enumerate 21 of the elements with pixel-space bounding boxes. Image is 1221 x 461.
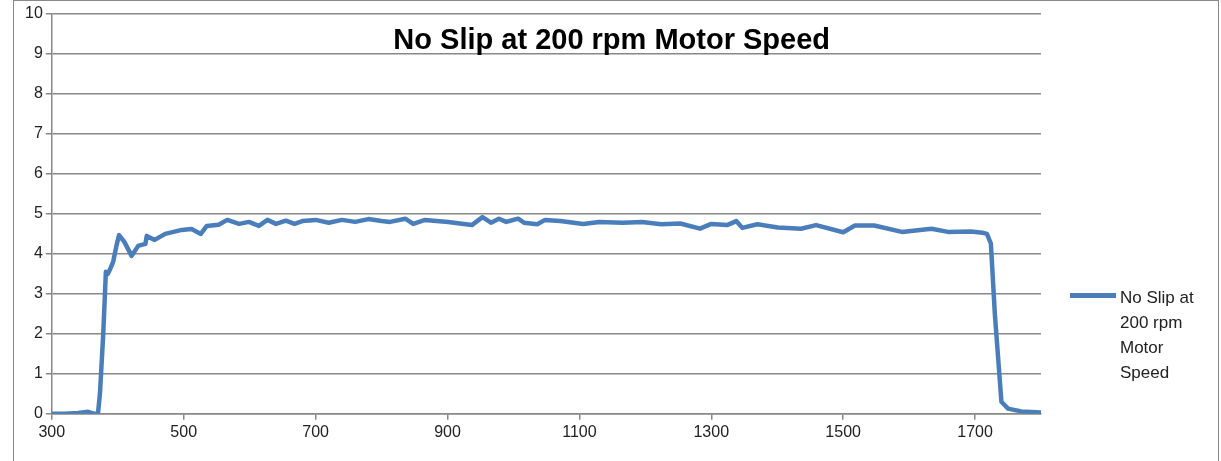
- y-tick-label: 7: [33, 124, 43, 142]
- x-tick-label: 1500: [825, 422, 862, 440]
- y-tick-label: 0: [33, 404, 43, 422]
- y-tick-label: 1: [33, 364, 43, 382]
- y-tick-label: 2: [33, 324, 43, 342]
- chart-title: No Slip at 200 rpm Motor Speed: [393, 23, 831, 55]
- y-tick-label: 10: [25, 4, 43, 22]
- x-tick-label: 700: [302, 422, 330, 440]
- x-tick-label: 1300: [693, 422, 730, 440]
- x-tick-label: 300: [38, 422, 66, 440]
- y-tick-label: 8: [33, 84, 43, 102]
- y-tick-label: 4: [33, 244, 43, 262]
- y-tick-label: 6: [33, 164, 43, 182]
- x-tick-label: 500: [170, 422, 198, 440]
- x-tick-label: 900: [434, 422, 461, 440]
- y-tick-label: 3: [33, 284, 43, 302]
- x-tick-label: 1100: [562, 422, 597, 440]
- legend-label: No Slip at 200 rpm Motor Speed: [1120, 287, 1195, 384]
- y-tick-label: 9: [33, 44, 43, 62]
- y-tick-label: 5: [33, 204, 43, 222]
- x-tick-label: 1700: [957, 422, 993, 440]
